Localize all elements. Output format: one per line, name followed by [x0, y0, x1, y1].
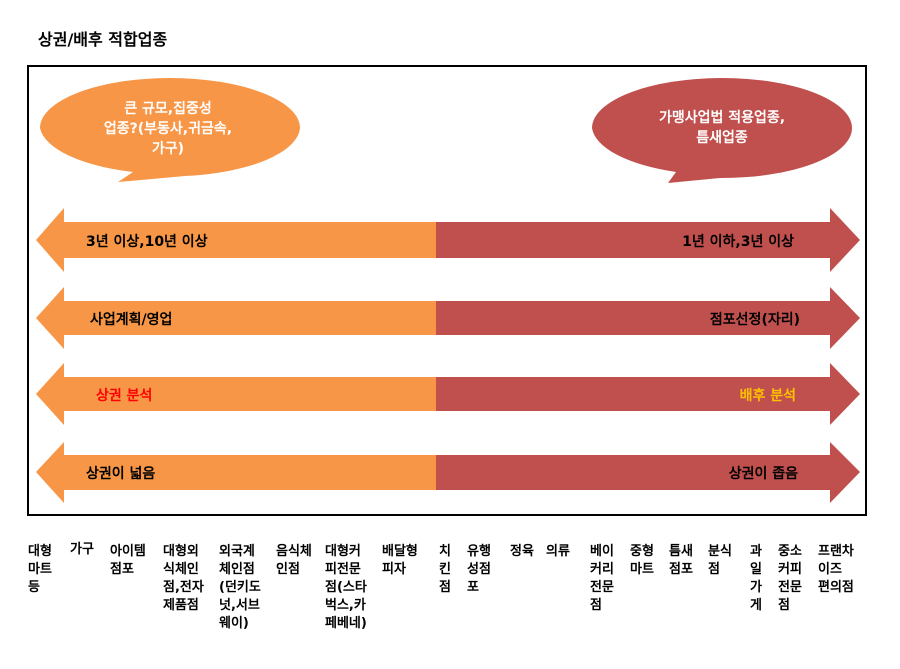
right-bubble-line-1: 가맹사업법 적용업종,: [659, 109, 785, 126]
arrow-4-left-half: [36, 442, 436, 503]
left-bubble-line-3: 가구): [152, 141, 184, 157]
arrow-1-right-half: [436, 208, 860, 272]
arrow-1-right-label: 1년 이하,3년 이상: [682, 233, 794, 250]
arrow-row-4: 상권이 넓음 상권이 좁음: [36, 442, 860, 503]
arrow-2-left-label: 사업계획/영업: [90, 311, 172, 328]
category-label: 중소 커피 전문 점: [778, 544, 802, 613]
category-label: 치 킨 점: [439, 544, 451, 595]
left-bubble-line-2: 업종?(부동사,귀금속,: [104, 120, 232, 137]
right-bubble-shape: [592, 78, 852, 183]
left-speech-bubble: 큰 규모,집중성 업종?(부동사,귀금속, 가구): [40, 78, 300, 182]
category-label: 프랜차 이즈 편의점: [818, 544, 854, 595]
right-speech-bubble: 가맹사업법 적용업종, 틈새업종: [592, 78, 852, 183]
arrow-4-right-label: 상권이 좁음: [729, 465, 798, 482]
arrow-3-left-label: 상권 분석: [96, 388, 152, 404]
category-label: 정육: [510, 544, 534, 559]
category-label: 대형외 식체인 점,전자 제품점: [163, 544, 204, 613]
arrow-2-right-half: [436, 287, 860, 349]
arrow-3-left-half: [36, 363, 436, 425]
left-bubble-shape: [40, 78, 300, 182]
diagram-frame: [27, 65, 867, 516]
category-label: 분식 점: [708, 544, 732, 577]
category-label: 외국계 체인점 (던키도 넛,서브 웨이): [219, 544, 261, 631]
left-bubble-line-1: 큰 규모,집중성: [124, 100, 211, 117]
arrow-3-right-half: [436, 363, 860, 425]
page-title: 상권/배후 적합업종: [38, 30, 168, 49]
category-label: 틈새 점포: [669, 544, 693, 577]
category-label: 중형 마트: [630, 544, 654, 577]
right-bubble-line-2: 틈새업종: [696, 130, 748, 146]
arrow-1-left-half: [36, 208, 436, 272]
category-label: 아이템 점포: [110, 544, 146, 577]
arrow-row-1: 3년 이상,10년 이상 1년 이하,3년 이상: [36, 208, 860, 272]
arrow-row-3: 상권 분석 배후 분석: [36, 363, 860, 425]
arrow-1-left-label: 3년 이상,10년 이상: [86, 233, 208, 250]
category-label: 베이 커리 전문 점: [590, 544, 614, 613]
category-label: 의류: [546, 544, 570, 559]
category-label: 대형 마트 등: [28, 544, 52, 595]
arrow-row-2: 사업계획/영업 점포선정(자리): [36, 287, 860, 349]
category-label: 과 일 가 게: [750, 544, 762, 613]
arrow-2-right-label: 점포선정(자리): [710, 311, 800, 328]
arrow-2-left-half: [36, 287, 436, 349]
arrow-4-left-label: 상권이 넓음: [86, 465, 155, 482]
category-label: 배달형 피자: [382, 544, 418, 577]
arrow-3-right-label: 배후 분석: [740, 388, 796, 404]
category-label: 가구: [70, 542, 94, 557]
arrow-4-right-half: [436, 442, 860, 503]
category-label: 대형커 피전문 점(스타 벅스,카 페베네): [325, 544, 367, 631]
category-label: 유행 성점 포: [467, 544, 491, 595]
category-label: 음식체 인점: [276, 544, 312, 577]
